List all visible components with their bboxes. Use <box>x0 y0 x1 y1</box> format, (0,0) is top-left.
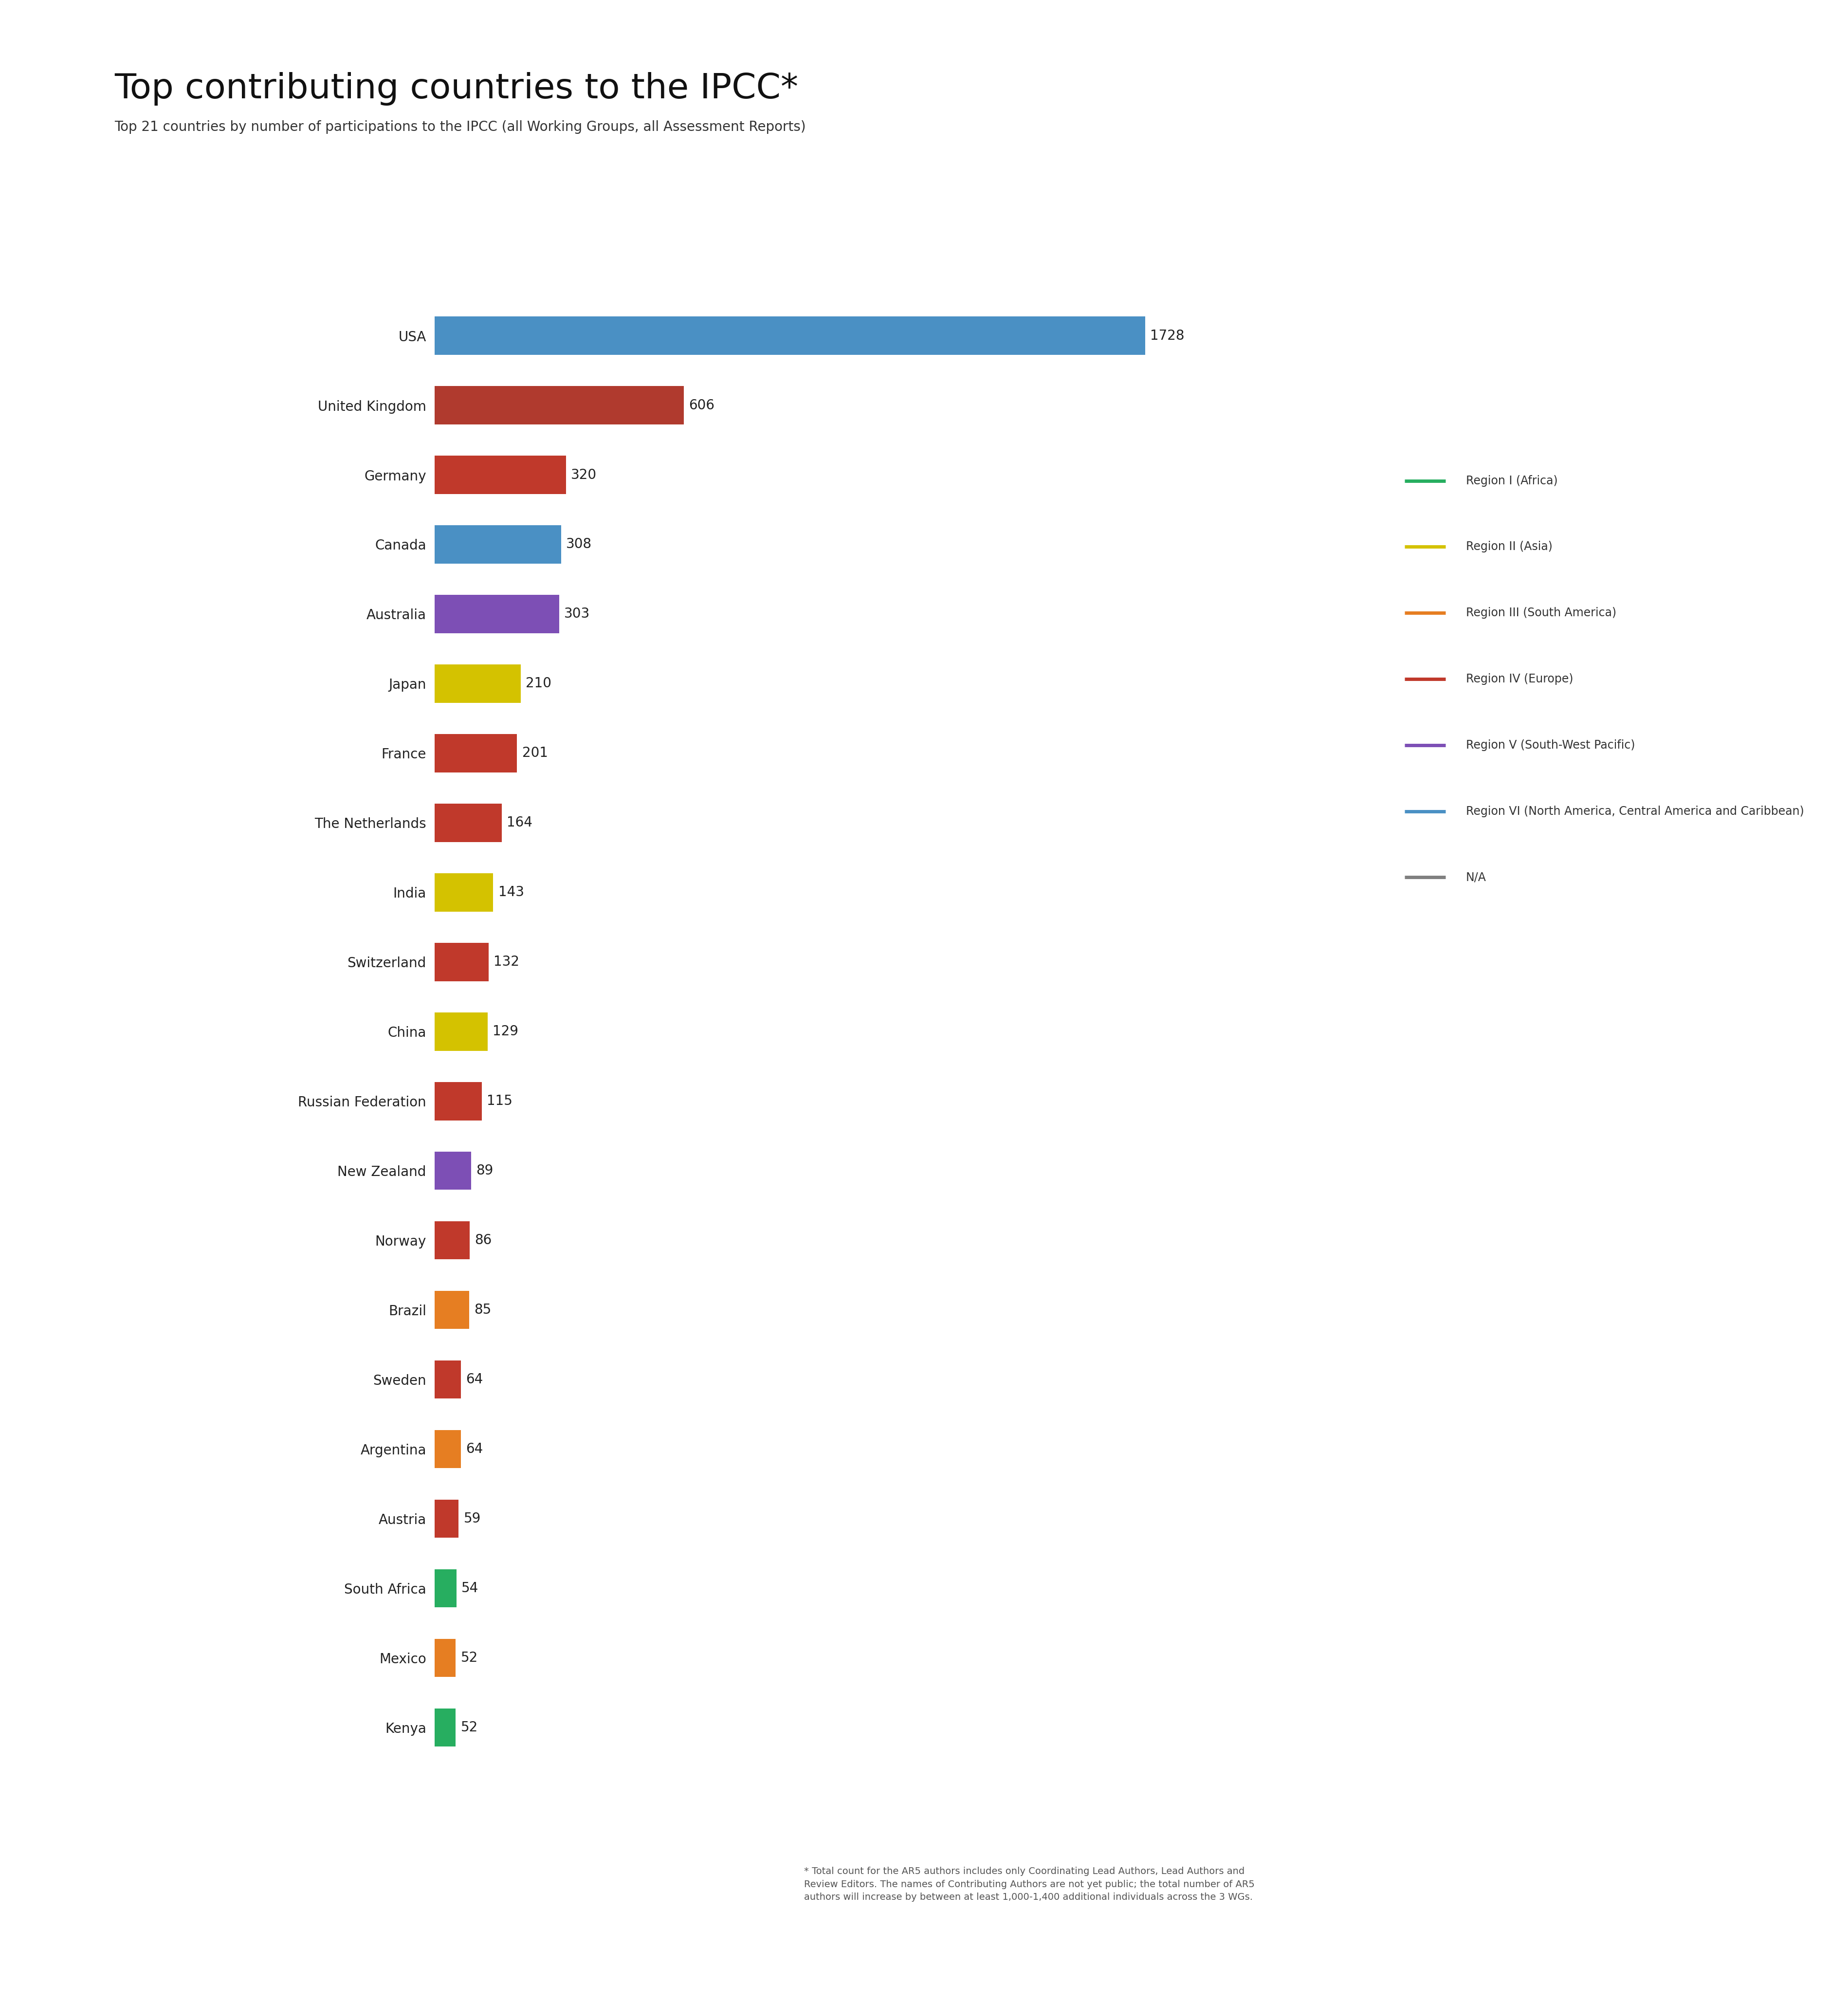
Text: 85: 85 <box>475 1304 492 1316</box>
Bar <box>434 1012 488 1052</box>
Text: Region III (South America): Region III (South America) <box>1465 607 1615 619</box>
Text: 52: 52 <box>460 1721 479 1735</box>
Text: 1728: 1728 <box>1149 328 1185 343</box>
Text: 52: 52 <box>460 1650 479 1664</box>
Bar <box>434 595 558 633</box>
Bar <box>434 1568 456 1606</box>
Bar <box>434 733 517 773</box>
Text: 59: 59 <box>464 1512 480 1526</box>
Bar <box>434 1709 456 1747</box>
Text: Region VI (North America, Central America and Caribbean): Region VI (North America, Central Americ… <box>1465 805 1804 817</box>
Text: 143: 143 <box>497 885 523 899</box>
Bar <box>434 525 562 563</box>
Text: 54: 54 <box>462 1582 479 1594</box>
Text: 115: 115 <box>486 1094 512 1108</box>
Text: Top contributing countries to the IPCC*: Top contributing countries to the IPCC* <box>115 72 798 106</box>
Text: 308: 308 <box>565 537 591 551</box>
Bar <box>434 803 503 841</box>
Bar <box>434 1152 471 1190</box>
Bar <box>434 1500 458 1538</box>
Text: 303: 303 <box>564 607 590 621</box>
Text: Region I (Africa): Region I (Africa) <box>1465 475 1558 487</box>
Text: 164: 164 <box>506 815 532 829</box>
Text: Top 21 countries by number of participations to the IPCC (all Working Groups, al: Top 21 countries by number of participat… <box>115 120 806 134</box>
Text: Region V (South-West Pacific): Region V (South-West Pacific) <box>1465 739 1634 751</box>
Bar <box>434 316 1146 355</box>
Text: 210: 210 <box>525 677 551 691</box>
Bar <box>434 1222 469 1260</box>
Bar <box>434 873 493 911</box>
Bar <box>434 1082 482 1120</box>
Text: 320: 320 <box>571 469 597 481</box>
Text: 606: 606 <box>689 399 715 413</box>
Text: Region II (Asia): Region II (Asia) <box>1465 541 1552 553</box>
Text: 132: 132 <box>493 955 519 969</box>
Bar <box>434 665 521 703</box>
Bar <box>434 1360 460 1398</box>
Text: Region IV (Europe): Region IV (Europe) <box>1465 673 1573 685</box>
Bar <box>434 1638 456 1677</box>
Text: 201: 201 <box>521 747 547 759</box>
Text: * Total count for the AR5 authors includes only Coordinating Lead Authors, Lead : * Total count for the AR5 authors includ… <box>804 1867 1255 1901</box>
Bar <box>434 1430 460 1468</box>
Bar <box>434 1290 469 1330</box>
Text: N/A: N/A <box>1465 871 1486 883</box>
Text: 89: 89 <box>475 1164 493 1178</box>
Text: 129: 129 <box>492 1026 517 1038</box>
Bar <box>434 387 684 425</box>
Text: 86: 86 <box>475 1234 492 1248</box>
Bar <box>434 943 488 981</box>
Text: 64: 64 <box>466 1372 482 1386</box>
Text: 64: 64 <box>466 1442 482 1456</box>
Bar <box>434 457 565 495</box>
